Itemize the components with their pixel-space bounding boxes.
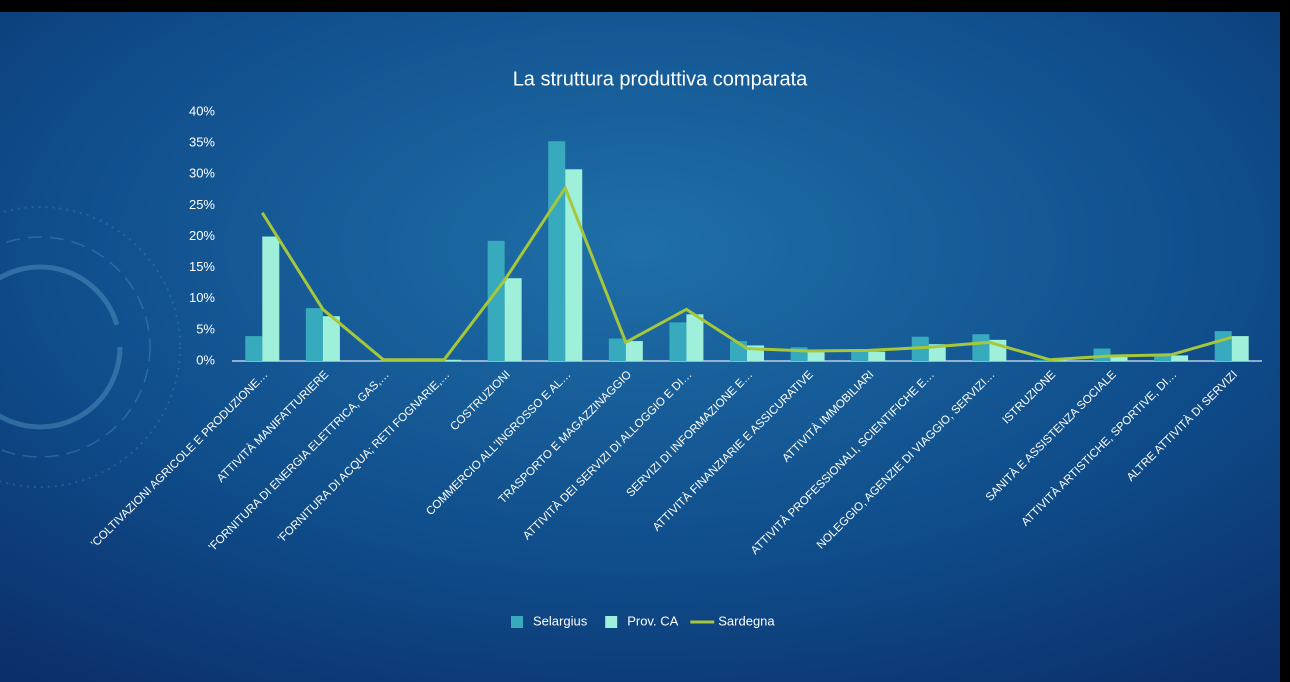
y-tick-label: 40% (189, 103, 215, 118)
y-tick-label: 5% (196, 321, 215, 336)
decor-ring (0, 236, 151, 458)
bar (262, 236, 280, 361)
bar (1110, 354, 1128, 361)
y-tick-label: 35% (189, 135, 215, 150)
decor-ring (0, 206, 181, 488)
bar (444, 359, 462, 361)
bar (487, 240, 505, 361)
bar (1214, 331, 1232, 361)
y-tick-label: 20% (189, 228, 215, 243)
y-tick-label: 25% (189, 197, 215, 212)
bar (972, 334, 990, 361)
y-tick-label: 0% (196, 352, 215, 367)
bar (851, 351, 869, 361)
bar (868, 351, 886, 361)
y-tick-label: 10% (189, 290, 215, 305)
bar (608, 338, 626, 361)
chart: La struttura produttiva comparata 0% 5% 10… (0, 12, 1280, 682)
legend-label: Prov. CA (627, 613, 678, 628)
bar (625, 341, 643, 361)
bar (807, 350, 825, 361)
y-tick-label: 30% (189, 166, 215, 181)
y-tick-label: 15% (189, 259, 215, 274)
bar (669, 322, 687, 361)
chart-title: La struttura produttiva comparata (513, 68, 808, 90)
legend-label: Selargius (533, 613, 588, 628)
bar (686, 314, 704, 361)
bar (245, 336, 263, 361)
bar (504, 278, 522, 361)
bar (1171, 355, 1189, 361)
bar (322, 316, 340, 361)
line (261, 184, 1233, 362)
bar (305, 308, 323, 361)
legend-swatch (605, 616, 618, 628)
bar (1154, 354, 1172, 361)
bar (1032, 359, 1050, 361)
bar (1231, 336, 1249, 361)
legend-label: Sardegna (718, 613, 775, 628)
legend-swatch (511, 616, 523, 628)
bar (548, 141, 566, 361)
decor-ring (0, 264, 123, 430)
